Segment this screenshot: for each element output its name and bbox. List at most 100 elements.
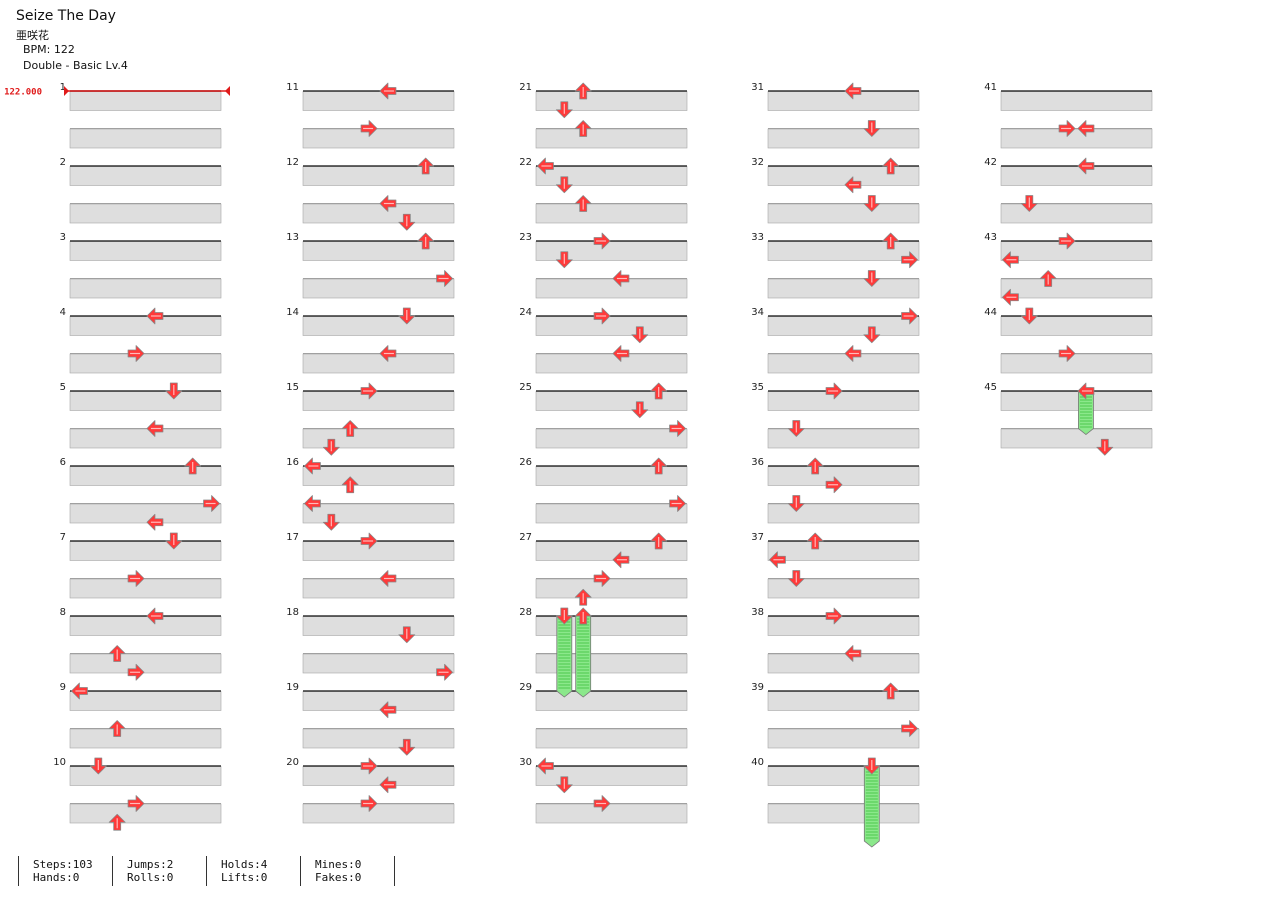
- arrow-right-icon: [825, 382, 843, 400]
- arrow-down-icon: [787, 495, 805, 512]
- measure-layer: 1234567891011121314151617181920212223242…: [4, 82, 1153, 824]
- beat-shade: [69, 241, 222, 261]
- arrow-down-icon: [322, 513, 340, 531]
- arrow-left-icon: [1077, 157, 1095, 175]
- measure-40: 40: [751, 757, 920, 824]
- arrow-down-icon: [631, 326, 649, 344]
- beat-shade: [767, 616, 920, 636]
- beat-shade: [767, 128, 920, 149]
- arrow-left-icon: [146, 307, 164, 325]
- measure-number: 9: [60, 682, 66, 693]
- arrow-up-icon: [806, 457, 824, 475]
- measure-26: 26: [519, 457, 688, 524]
- arrow-down-icon: [1020, 307, 1038, 325]
- beat-shade: [767, 766, 920, 786]
- beat-shade: [302, 653, 455, 674]
- beat-shade: [767, 316, 920, 336]
- arrow-right-icon: [669, 495, 686, 512]
- arrow-right-icon: [127, 795, 145, 812]
- arrow-left-icon: [769, 551, 786, 569]
- arrow-left-icon: [1077, 382, 1095, 400]
- beat-shade: [1000, 203, 1153, 224]
- arrow-right-icon: [1058, 345, 1076, 362]
- measure-number: 26: [519, 457, 532, 468]
- measure-20: 20: [286, 757, 455, 824]
- measure-44: 44: [984, 307, 1153, 374]
- arrow-right-icon: [593, 570, 611, 587]
- measure-6: 6: [60, 457, 222, 524]
- beat-shade: [302, 203, 455, 224]
- arrow-up-icon: [108, 645, 126, 662]
- measure-28: 28: [519, 607, 688, 674]
- arrow-right-icon: [901, 720, 918, 737]
- arrow-left-icon: [1077, 120, 1095, 137]
- beat-shade: [302, 466, 455, 486]
- beat-shade: [767, 466, 920, 486]
- beat-shade: [767, 241, 920, 261]
- beat-shade: [1000, 316, 1153, 336]
- measure-number: 19: [286, 682, 299, 693]
- arrow-left-icon: [379, 701, 397, 719]
- measure-41: 41: [984, 82, 1153, 149]
- beat-shade: [535, 128, 688, 149]
- arrow-left-icon: [844, 345, 862, 362]
- arrow-down-icon: [1020, 195, 1038, 212]
- stats-column-jumps: Jumps:2 Rolls:0: [112, 856, 207, 886]
- beat-shade: [69, 278, 222, 299]
- measure-25: 25: [519, 382, 688, 449]
- beat-shade: [535, 241, 688, 261]
- measure-number: 17: [286, 532, 299, 543]
- beat-shade: [1000, 278, 1153, 299]
- arrow-up-icon: [184, 457, 202, 475]
- beat-shade: [69, 691, 222, 711]
- arrow-down-icon: [398, 213, 416, 231]
- beat-shade: [767, 353, 920, 374]
- measure-number: 3: [60, 232, 66, 243]
- measure-29: 29: [519, 682, 688, 749]
- beat-shade: [1000, 391, 1153, 411]
- arrow-left-icon: [612, 270, 630, 287]
- beat-shade: [767, 428, 920, 449]
- beat-shade: [767, 203, 920, 224]
- measure-number: 2: [60, 157, 66, 168]
- measure-21: 21: [519, 82, 688, 149]
- arrow-right-icon: [901, 251, 918, 269]
- measure-number: 28: [519, 607, 532, 618]
- arrow-left-icon: [537, 757, 554, 775]
- arrow-up-icon: [650, 382, 668, 400]
- measure-18: 18: [286, 607, 455, 674]
- arrow-right-icon: [593, 232, 611, 250]
- beat-shade: [1000, 128, 1153, 149]
- beat-shade: [302, 691, 455, 711]
- arrow-up-icon: [341, 476, 359, 494]
- beat-shade: [302, 128, 455, 149]
- stats-end-divider: [394, 856, 395, 886]
- arrow-left-icon: [304, 495, 321, 512]
- stat-lifts: Lifts:0: [221, 871, 268, 884]
- arrow-right-icon: [436, 270, 453, 287]
- measure-8: 8: [60, 607, 222, 674]
- measure-30: 30: [519, 757, 688, 824]
- beat-shade: [1000, 353, 1153, 374]
- beat-shade: [1000, 428, 1153, 449]
- measure-38: 38: [751, 607, 920, 674]
- arrow-down-icon: [787, 420, 805, 437]
- measure-number: 39: [751, 682, 764, 693]
- beat-shade: [535, 578, 688, 599]
- beat-shade: [69, 466, 222, 486]
- hold-layer: [556, 390, 1094, 848]
- arrow-up-icon: [650, 532, 668, 550]
- arrow-down-icon: [555, 776, 573, 794]
- arrow-right-icon: [593, 307, 611, 325]
- stat-steps: Steps:103: [33, 858, 93, 871]
- measure-number: 36: [751, 457, 764, 468]
- arrow-left-icon: [844, 176, 862, 194]
- beat-shade: [535, 203, 688, 224]
- measure-35: 35: [751, 382, 920, 449]
- beat-shade: [535, 728, 688, 749]
- arrow-up-icon: [1039, 270, 1057, 287]
- stats-column-mines: Mines:0 Fakes:0: [300, 856, 395, 886]
- measure-number: 10: [53, 757, 66, 768]
- beat-shade: [69, 616, 222, 636]
- beat-shade: [69, 541, 222, 561]
